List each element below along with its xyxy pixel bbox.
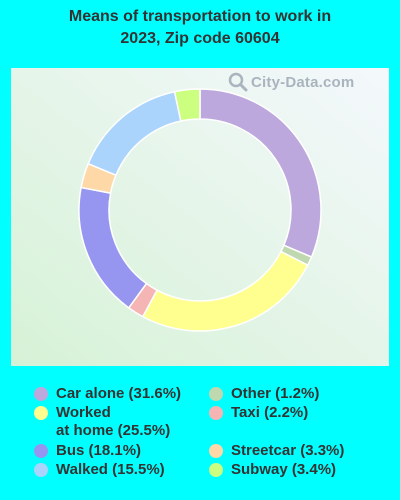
legend-label-car-alone: Car alone (31.6%) xyxy=(56,385,182,402)
legend-label-worked-line-1: Worked xyxy=(56,404,111,421)
legend-label-streetcar: Streetcar (3.3%) xyxy=(231,442,345,459)
magnifier-icon xyxy=(228,72,248,92)
legend-label-other: Other (1.2%) xyxy=(231,385,320,402)
legend-swatch-walked xyxy=(34,463,48,477)
watermark-text: City-Data.com xyxy=(251,73,355,91)
legend-swatch-worked-at-home xyxy=(34,406,48,420)
legend-item-other: Other (1.2%) xyxy=(209,385,319,403)
watermark: City-Data.com xyxy=(228,72,354,92)
legend-label-walked: Walked (15.5%) xyxy=(56,461,165,478)
legend-item-car-alone: Car alone (31.6%) xyxy=(34,385,181,403)
chart-title-line-1: Means of transportation to work in xyxy=(68,8,332,25)
legend-label-worked-line-2: at home (25.5%) xyxy=(56,422,171,439)
chart-title-line-2: 2023, Zip code 60604 xyxy=(120,30,280,47)
legend-item-streetcar: Streetcar (3.3%) xyxy=(209,442,344,460)
legend-swatch-other xyxy=(209,387,223,401)
legend-item-subway: Subway (3.4%) xyxy=(209,461,336,479)
chart-title: Means of transportation to work in 2023,… xyxy=(0,6,400,50)
slice-subway xyxy=(173,88,201,122)
legend-swatch-subway xyxy=(209,463,223,477)
legend-label-subway: Subway (3.4%) xyxy=(231,461,337,478)
legend-item-worked-at-home: Worked at home (25.5%) xyxy=(34,404,170,440)
legend-swatch-bus xyxy=(34,444,48,458)
legend-label-taxi: Taxi (2.2%) xyxy=(231,404,309,421)
legend-item-bus: Bus (18.1%) xyxy=(34,442,141,460)
legend-item-taxi: Taxi (2.2%) xyxy=(209,404,308,422)
legend-swatch-car-alone xyxy=(34,387,48,401)
donut-chart xyxy=(11,68,389,366)
legend-swatch-streetcar xyxy=(209,444,223,458)
legend-item-walked: Walked (15.5%) xyxy=(34,461,165,479)
legend-swatch-taxi xyxy=(209,406,223,420)
legend-label-bus: Bus (18.1%) xyxy=(56,442,142,459)
chart-panel xyxy=(11,68,389,366)
legend-label-worked-at-home: Worked at home (25.5%) xyxy=(56,404,170,440)
